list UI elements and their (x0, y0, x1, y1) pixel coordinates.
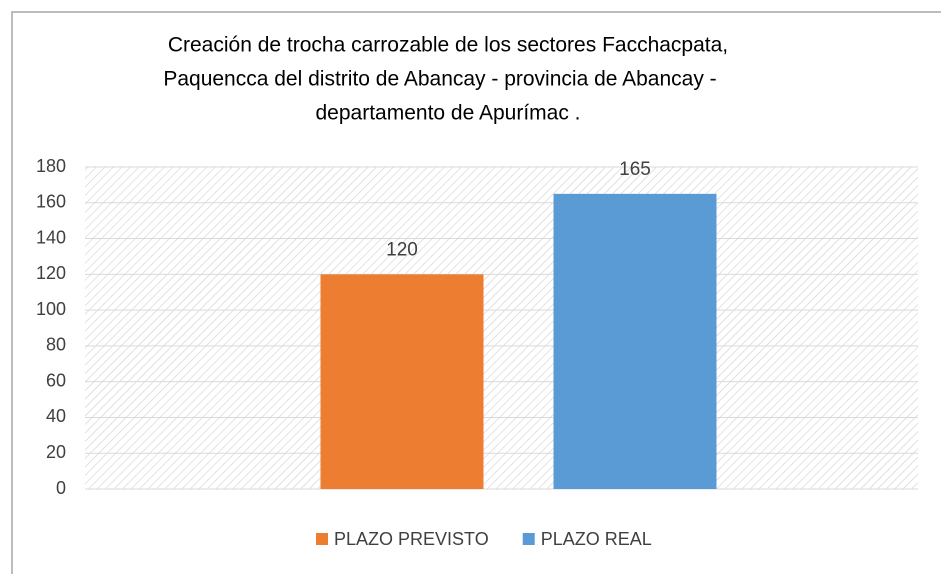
y-tick-label: 80 (46, 335, 66, 355)
chart-title: Creación de trocha carrozable de los sec… (168, 34, 728, 57)
legend-label: PLAZO PREVISTO (334, 529, 489, 549)
bar (320, 274, 484, 489)
y-tick-label: 100 (36, 299, 66, 319)
chart-title: departamento de Apurímac . (316, 102, 581, 125)
data-label: 120 (386, 239, 418, 260)
y-tick-label: 120 (36, 263, 66, 283)
data-label: 165 (619, 159, 651, 180)
y-tick-label: 40 (46, 406, 66, 426)
bar (553, 193, 717, 490)
plot-area (85, 167, 918, 489)
legend-swatch (316, 533, 328, 545)
y-tick-label: 180 (36, 156, 66, 176)
legend-swatch (522, 533, 535, 545)
chart-title: Paquencca del distrito de Abancay - prov… (163, 68, 716, 91)
y-tick-label: 140 (36, 227, 66, 247)
y-tick-label: 160 (36, 192, 66, 212)
y-tick-label: 0 (56, 478, 66, 498)
y-tick-label: 20 (46, 442, 66, 462)
legend-label: PLAZO REAL (541, 529, 652, 549)
y-tick-label: 60 (46, 370, 66, 390)
